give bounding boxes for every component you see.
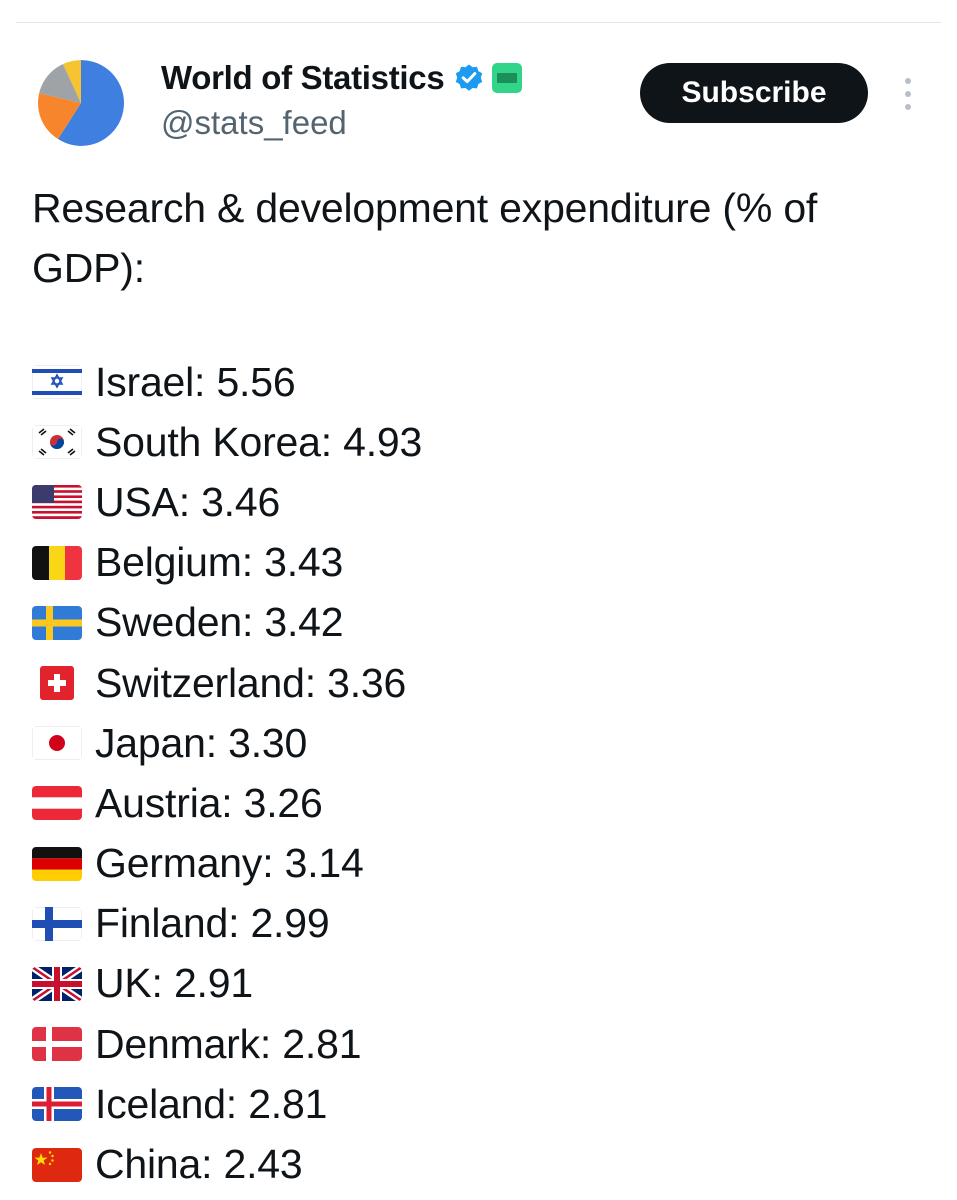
germany-flag-icon: [32, 846, 82, 881]
list-item: China: 2.43: [32, 1134, 422, 1194]
verified-badge-icon[interactable]: [454, 63, 484, 93]
country-entry: UK: 2.91: [95, 960, 253, 1007]
country-entry: Germany: 3.14: [95, 840, 364, 887]
subscribe-button[interactable]: Subscribe: [640, 63, 868, 123]
country-entry: USA: 3.46: [95, 478, 281, 525]
list-item: Sweden: 3.42: [32, 593, 422, 653]
country-entry: Iceland: 2.81: [95, 1080, 328, 1127]
list-item: Austria: 3.26: [32, 773, 422, 833]
country-entry: Austria: 3.26: [95, 779, 323, 826]
country-entry: Sweden: 3.42: [95, 599, 344, 646]
list-item: Switzerland: 3.36: [32, 653, 422, 713]
list-item: Japan: 3.30: [32, 713, 422, 773]
south-korea-flag-icon: [32, 425, 82, 460]
affiliate-badge-icon[interactable]: [492, 63, 523, 93]
austria-flag-icon: [32, 786, 82, 821]
switzerland-flag-icon: [32, 666, 82, 701]
list-item: Iceland: 2.81: [32, 1074, 422, 1134]
post-heading: Research & development expenditure (% of…: [32, 185, 818, 291]
top-divider: [16, 22, 941, 23]
account-handle[interactable]: @stats_feed: [161, 104, 347, 141]
name-row: World of Statistics: [161, 58, 523, 98]
finland-flag-icon: [32, 906, 82, 941]
account-info: World of Statistics @stats_feed: [161, 58, 523, 142]
country-entry: South Korea: 4.93: [95, 418, 423, 465]
israel-flag-icon: [32, 365, 82, 400]
list-item: Finland: 2.99: [32, 894, 422, 954]
japan-flag-icon: [32, 726, 82, 761]
affiliate-badge-mark: [497, 73, 518, 83]
sweden-flag-icon: [32, 605, 82, 640]
pie-chart-avatar-icon: [38, 60, 124, 146]
uk-flag-icon: [32, 966, 82, 1001]
country-entry: Belgium: 3.43: [95, 539, 344, 586]
list-item: Israel: 5.56: [32, 352, 422, 412]
country-entry: Finland: 2.99: [95, 900, 330, 947]
more-dot: [905, 91, 911, 97]
country-entry: Denmark: 2.81: [95, 1020, 362, 1067]
list-item: USA: 3.46: [32, 472, 422, 532]
country-entry: Israel: 5.56: [95, 358, 296, 405]
list-item: Denmark: 2.81: [32, 1014, 422, 1074]
denmark-flag-icon: [32, 1027, 82, 1062]
belgium-flag-icon: [32, 545, 82, 580]
country-entry: Switzerland: 3.36: [95, 659, 407, 706]
country-entry: China: 2.43: [95, 1141, 303, 1188]
more-dot: [905, 104, 911, 110]
more-dot: [905, 78, 911, 84]
iceland-flag-icon: [32, 1087, 82, 1122]
more-vertical-icon[interactable]: [896, 74, 920, 114]
country-list: Israel: 5.56 South Korea: 4.93 USA: 3.46…: [32, 352, 422, 1195]
list-item: Belgium: 3.43: [32, 533, 422, 593]
post-body: Research & development expenditure (% of…: [32, 178, 932, 298]
usa-flag-icon: [32, 485, 82, 520]
china-flag-icon: [32, 1147, 82, 1182]
account-avatar[interactable]: [38, 60, 124, 146]
display-name[interactable]: World of Statistics: [161, 59, 445, 96]
country-entry: Japan: 3.30: [95, 719, 308, 766]
list-item: UK: 2.91: [32, 954, 422, 1014]
list-item: South Korea: 4.93: [32, 412, 422, 472]
list-item: Germany: 3.14: [32, 834, 422, 894]
